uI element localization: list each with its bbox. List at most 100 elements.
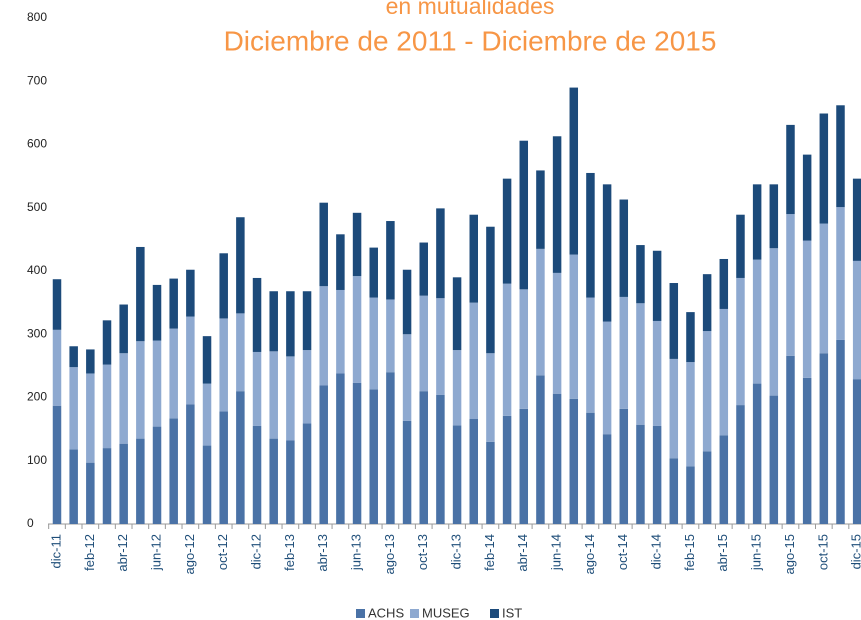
bar-segment	[569, 254, 579, 399]
bar-segment	[619, 296, 629, 409]
bar-segment	[336, 373, 345, 524]
y-tick-label: 300	[27, 326, 47, 340]
bar-segment	[202, 445, 212, 524]
bar-segment	[686, 362, 695, 467]
bar-segment	[652, 320, 662, 426]
bar-segment	[736, 214, 745, 278]
bar-segment	[119, 353, 128, 444]
bar-segment	[152, 426, 162, 524]
bar-segment	[386, 299, 395, 373]
bar-segment	[786, 214, 795, 356]
bar-segment	[486, 441, 495, 524]
legend-label: MUSEG	[422, 605, 470, 620]
bar-segment	[852, 379, 861, 524]
bar-segment	[819, 113, 829, 224]
bar-segment	[236, 217, 245, 314]
bar-segment	[102, 364, 112, 449]
bar-segment	[219, 253, 228, 319]
bar-segment	[69, 346, 78, 368]
bar-segment	[252, 351, 262, 426]
bar-segment	[102, 448, 112, 524]
bar-segment	[552, 393, 562, 524]
bar-segment	[336, 289, 345, 374]
bar-segment	[86, 373, 95, 463]
bar-segment	[219, 318, 228, 412]
bar-segment	[786, 355, 795, 524]
bar-segment	[769, 184, 779, 249]
bar-segment	[819, 223, 829, 354]
x-tick-label: oct-14	[615, 534, 630, 570]
bar-segment	[786, 124, 795, 215]
bar-segment	[102, 320, 112, 365]
bar-segment	[552, 272, 562, 394]
bar-segment	[669, 358, 679, 459]
bar-segment	[836, 339, 845, 524]
bar-segment	[819, 353, 829, 524]
bar-segment	[636, 245, 645, 304]
bar-segment	[202, 383, 212, 446]
bar-segment	[452, 425, 462, 524]
bar-segment	[169, 418, 178, 524]
bar-segment	[652, 250, 662, 321]
bar-segment	[319, 385, 328, 524]
bar-segment	[602, 434, 612, 524]
y-tick-label: 600	[27, 137, 47, 151]
x-tick-label: feb-14	[482, 534, 497, 571]
bar-segment	[236, 391, 245, 524]
bar-segment	[602, 184, 612, 322]
bar-segment	[69, 367, 78, 450]
bar-segment	[319, 202, 328, 287]
bar-segment	[302, 350, 312, 424]
x-tick-label: ago-14	[582, 534, 597, 574]
x-tick-label: ago-12	[182, 534, 197, 574]
y-tick-label: 200	[27, 390, 47, 404]
x-tick-label: dic-11	[48, 534, 63, 568]
bar-segment	[286, 356, 295, 441]
bar-segment	[252, 277, 262, 352]
bar-segment	[719, 308, 729, 436]
bar-segment	[86, 349, 95, 374]
bar-segment	[336, 234, 345, 290]
bar-segment	[836, 207, 845, 340]
bar-segment	[136, 341, 145, 439]
chart-title: en mutualidades	[386, 0, 555, 19]
bar-segment	[452, 277, 462, 351]
x-tick-label: oct-12	[215, 534, 230, 570]
bar-segment	[686, 312, 695, 363]
bar-segment	[119, 443, 128, 524]
bar-segment	[736, 277, 745, 406]
bar-segment	[186, 269, 195, 317]
bar-segment	[736, 405, 745, 524]
bar-segment	[119, 304, 128, 354]
legend-label: IST	[502, 605, 522, 620]
bar-segment	[436, 208, 445, 299]
bar-segment	[669, 458, 679, 524]
bar-segment	[719, 258, 729, 309]
chart-subtitle: Diciembre de 2011 - Diciembre de 2015	[224, 25, 717, 56]
y-tick-label: 400	[27, 263, 47, 277]
bar-segment	[469, 302, 478, 420]
bar-segment	[636, 424, 645, 524]
bar-segment	[136, 246, 145, 342]
x-tick-label: dic-12	[248, 534, 263, 569]
bar-segment	[702, 274, 712, 332]
bar-segment	[219, 411, 228, 524]
x-tick-label: jun-12	[148, 534, 163, 571]
x-tick-label: dic-15	[849, 534, 861, 569]
bar-segment	[602, 321, 612, 435]
bar-segment	[302, 423, 312, 524]
bar-segment	[752, 184, 762, 260]
bar-segment	[436, 394, 445, 524]
bar-segment	[369, 389, 378, 524]
bar-segment	[769, 395, 779, 524]
x-tick-label: jun-13	[348, 534, 363, 571]
bar-segment	[69, 449, 78, 524]
bar-segment	[52, 279, 62, 330]
bar-segment	[752, 259, 762, 384]
x-tick-label: abr-12	[115, 534, 130, 572]
bar-segment	[852, 178, 861, 261]
bar-segment	[569, 87, 579, 255]
bar-segment	[586, 297, 595, 413]
bar-segment	[469, 214, 478, 303]
